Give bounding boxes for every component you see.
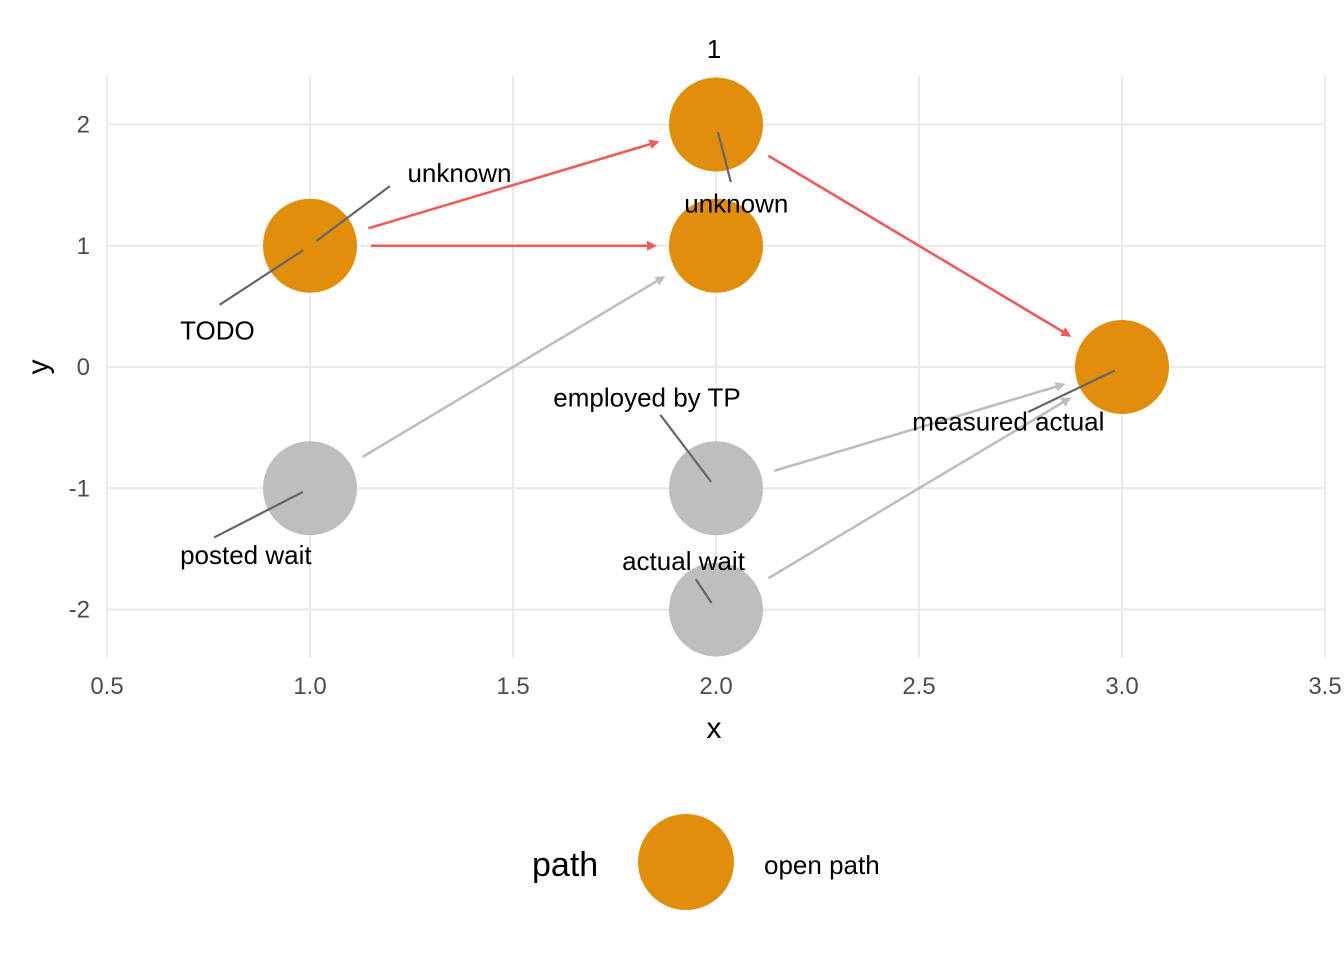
edge-open-path: [767, 154, 1072, 337]
node-closed-path: [669, 562, 763, 657]
node-label: actual wait: [622, 546, 746, 576]
legend: path open path: [532, 814, 880, 910]
x-tick-label: 3.5: [1308, 673, 1341, 700]
label-leader-line: [218, 249, 304, 306]
x-tick-label: 2.5: [902, 673, 935, 700]
legend-title: path: [532, 846, 598, 884]
node-closed-path: [669, 441, 763, 536]
legend-item-open-path: open path: [764, 850, 880, 880]
node-label: unknown: [684, 188, 788, 218]
label-leader-line: [716, 131, 732, 183]
label-leader-line: [213, 490, 304, 539]
label-leader-line: [659, 414, 713, 483]
node-label: TODO: [180, 316, 255, 346]
y-tick-label: 2: [77, 112, 90, 139]
label-leader-line: [1027, 369, 1116, 414]
node-open-path: [1075, 320, 1169, 414]
edges-layer: [361, 139, 1072, 580]
node-open-path: [669, 77, 763, 172]
node-label: posted wait: [180, 540, 312, 570]
y-tick-label: 0: [77, 354, 90, 381]
y-tick-label: 1: [77, 233, 90, 260]
label-leader-line: [694, 578, 713, 604]
edge-closed-path: [774, 381, 1066, 473]
node-label: employed by TP: [553, 382, 740, 412]
x-tick-label: 1.0: [293, 673, 326, 700]
nodes-layer: [263, 77, 1169, 657]
tick-labels: 0.5 1.0 1.5 2.0 2.5 3.0 3.5 -2 -1 0 1 2: [69, 112, 1342, 701]
node-closed-path: [263, 441, 357, 536]
labels-layer: unknown TODO unknown employed by TP measured…: [180, 131, 1116, 604]
edge-closed-path: [767, 397, 1072, 580]
x-axis-title: x: [707, 712, 722, 745]
x-tick-label: 2.0: [699, 673, 732, 700]
edge-closed-path: [361, 275, 666, 459]
chart-title: 1: [707, 34, 721, 64]
node-open-path: [669, 198, 763, 293]
node-label: unknown: [407, 158, 511, 188]
node-label: measured actual: [912, 407, 1104, 437]
x-tick-label: 3.0: [1105, 673, 1138, 700]
x-tick-label: 1.5: [496, 673, 529, 700]
legend-key-marker: [638, 814, 734, 910]
x-tick-label: 0.5: [90, 673, 123, 700]
edge-open-path: [368, 139, 660, 230]
node-open-path: [263, 198, 357, 293]
y-tick-label: -2: [69, 597, 90, 624]
y-tick-label: -1: [69, 475, 90, 502]
y-axis-title: y: [22, 360, 55, 375]
label-leader-line: [315, 185, 391, 242]
